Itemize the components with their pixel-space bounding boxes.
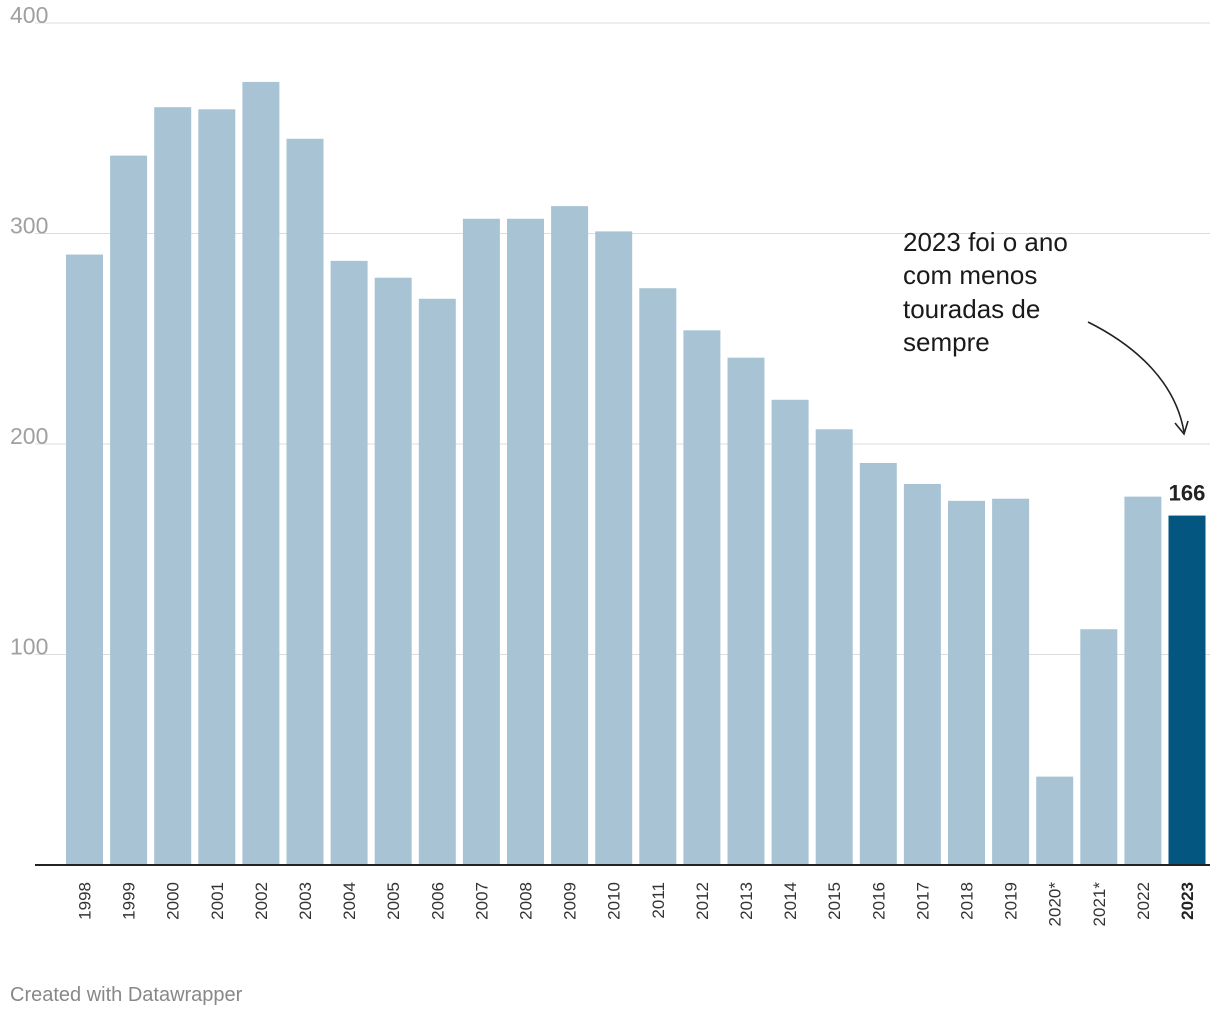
annotation-line: sempre xyxy=(903,327,990,357)
x-tick-label: 2000 xyxy=(164,882,183,920)
bar xyxy=(286,138,324,865)
x-tick-label: 2012 xyxy=(693,882,712,920)
bar xyxy=(330,260,368,865)
bar xyxy=(374,277,412,866)
x-tick-label: 2006 xyxy=(428,882,447,920)
x-tick-label: 2002 xyxy=(252,882,271,920)
x-tick-label: 2021* xyxy=(1090,882,1109,927)
bar xyxy=(418,298,456,865)
bar xyxy=(154,107,192,865)
y-tick-label: 100 xyxy=(10,634,48,660)
x-tick-label: 2008 xyxy=(517,882,536,920)
bar xyxy=(948,500,985,865)
y-tick-label: 300 xyxy=(10,213,48,239)
bars xyxy=(66,81,1206,866)
bar xyxy=(551,206,589,865)
x-axis-labels: 1998 1999 2000 2001 2002 2003 2004 2005 2006 2007… xyxy=(76,882,1198,927)
annotation-arrowhead xyxy=(1174,420,1189,436)
x-tick-label: 2003 xyxy=(296,882,315,920)
bar xyxy=(903,483,941,865)
x-tick-label: 2004 xyxy=(340,882,359,920)
bar xyxy=(1080,629,1118,865)
x-tick-label: 2010 xyxy=(605,882,624,920)
bar xyxy=(595,231,633,865)
bar xyxy=(992,498,1030,865)
annotation-line: 2023 foi o ano xyxy=(903,227,1068,257)
x-tick-label: 1998 xyxy=(76,882,95,920)
x-tick-label: 2001 xyxy=(208,882,227,920)
x-tick-label: 2009 xyxy=(561,882,580,920)
x-tick-label: 2020* xyxy=(1046,882,1065,927)
bar-highlight xyxy=(1168,515,1206,865)
x-tick-label: 2019 xyxy=(1002,882,1021,920)
x-tick-label: 2007 xyxy=(472,882,491,920)
x-tick-label: 2011 xyxy=(649,882,668,919)
bar xyxy=(815,429,853,865)
x-tick-label: 2018 xyxy=(958,882,977,920)
datawrapper-credit[interactable]: Created with Datawrapper xyxy=(10,984,243,1006)
bar xyxy=(771,399,809,865)
highlight-value-label: 166 xyxy=(1169,481,1206,506)
bar xyxy=(683,330,721,866)
x-tick-label: 2017 xyxy=(913,882,932,920)
annotation-line: com menos xyxy=(903,260,1037,290)
x-tick-label: 2015 xyxy=(825,882,844,920)
y-tick-label: 200 xyxy=(10,423,48,449)
bar-chart: 100 200 300 400 1998 1999 2000 2001 2002 2003 200… xyxy=(10,2,1210,927)
x-tick-label: 2013 xyxy=(737,882,756,920)
x-tick-label: 2014 xyxy=(781,882,800,920)
annotation-line: touradas de xyxy=(903,294,1040,324)
bar xyxy=(198,109,236,866)
bar xyxy=(859,462,897,865)
y-tick-label: 400 xyxy=(10,2,48,28)
x-tick-label: 2005 xyxy=(384,882,403,920)
annotation-arrow xyxy=(1087,321,1185,433)
x-tick-label: 2023 xyxy=(1178,882,1197,920)
x-tick-label: 2022 xyxy=(1134,882,1153,920)
annotation: 2023 foi o ano com menos touradas de sem… xyxy=(903,227,1189,436)
bar xyxy=(66,254,103,866)
x-tick-label: 1999 xyxy=(120,882,139,920)
bar xyxy=(727,357,765,865)
bar xyxy=(1036,776,1074,865)
bar xyxy=(110,155,148,866)
bar xyxy=(639,288,677,866)
bar xyxy=(507,218,544,865)
x-tick-label: 2016 xyxy=(869,882,888,920)
bar xyxy=(242,81,280,865)
bar xyxy=(462,218,500,865)
bar xyxy=(1124,496,1162,865)
